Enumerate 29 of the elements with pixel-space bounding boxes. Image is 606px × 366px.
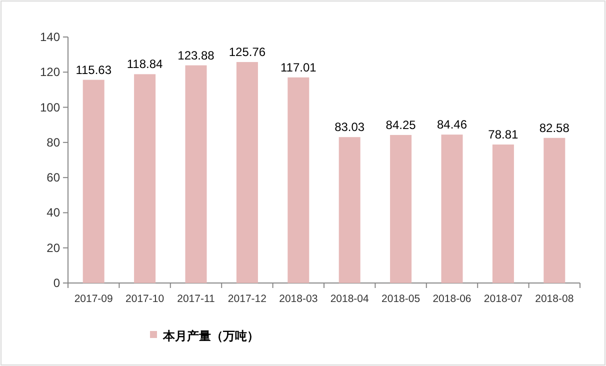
data-label: 118.84 <box>126 57 164 72</box>
y-tick-label: 60 <box>46 170 60 185</box>
y-tick-label: 20 <box>46 240 60 255</box>
legend-label: 本月产量（万吨） <box>162 329 259 343</box>
x-tick-label: 2018-05 <box>382 293 420 305</box>
data-label: 82.58 <box>539 120 570 135</box>
x-tick-label: 2018-04 <box>330 293 370 305</box>
data-label: 117.01 <box>280 60 317 74</box>
x-tick-label: 2017-11 <box>177 293 216 305</box>
y-tick-label: 100 <box>40 100 60 114</box>
data-label: 84.25 <box>386 118 416 132</box>
data-label: 83.03 <box>334 120 365 134</box>
x-tick-label: 2018-03 <box>279 293 318 305</box>
data-label: 84.46 <box>436 118 468 132</box>
data-label: 78.81 <box>488 128 519 142</box>
x-tick-label: 2018-07 <box>484 293 523 305</box>
y-tick-label: 140 <box>40 30 60 44</box>
data-label: 125.76 <box>228 45 266 60</box>
x-tick-label: 2017-09 <box>74 293 114 305</box>
data-label: 115.63 <box>76 62 112 77</box>
x-tick-label: 2018-08 <box>535 293 574 305</box>
x-tick-label: 2018-06 <box>432 293 472 305</box>
x-tick-label: 2017-12 <box>228 293 267 305</box>
y-tick-label: 120 <box>40 65 60 80</box>
data-label: 123.88 <box>178 48 215 62</box>
x-tick-label: 2017-10 <box>126 293 164 305</box>
y-tick-label: 80 <box>46 135 60 150</box>
y-tick-label: 40 <box>46 206 60 220</box>
y-tick-label: 0 <box>53 276 60 290</box>
